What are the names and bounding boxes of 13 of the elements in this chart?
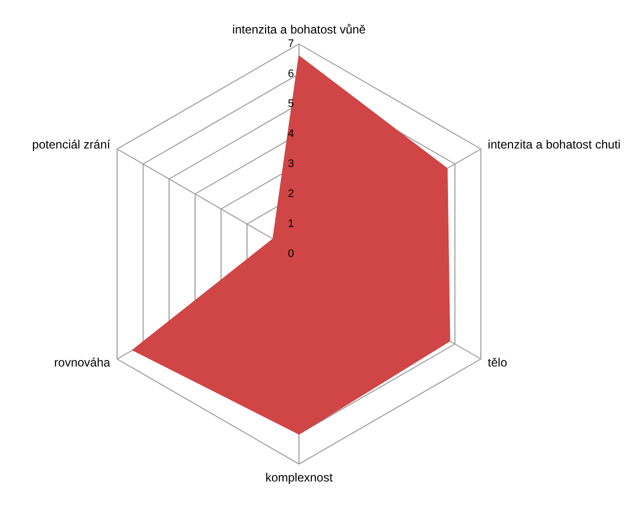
y-tick-label: 7 <box>288 38 294 50</box>
spoke-label: rovnováha <box>54 355 111 370</box>
spoke-label: intenzita a bohatost chuti <box>488 137 621 152</box>
spoke-label: potenciál zrání <box>32 137 111 152</box>
spoke-label: komplexnost <box>265 470 334 484</box>
y-tick-label: 1 <box>288 218 294 230</box>
y-tick-label: 4 <box>288 128 294 140</box>
spoke-label: tělo <box>488 355 508 370</box>
y-tick-label: 0 <box>288 248 294 260</box>
spoke-label: intenzita a bohatost vůně <box>232 22 366 36</box>
y-tick-label: 6 <box>288 68 294 80</box>
y-tick-label: 3 <box>288 158 294 170</box>
y-tick-label: 2 <box>288 188 294 200</box>
